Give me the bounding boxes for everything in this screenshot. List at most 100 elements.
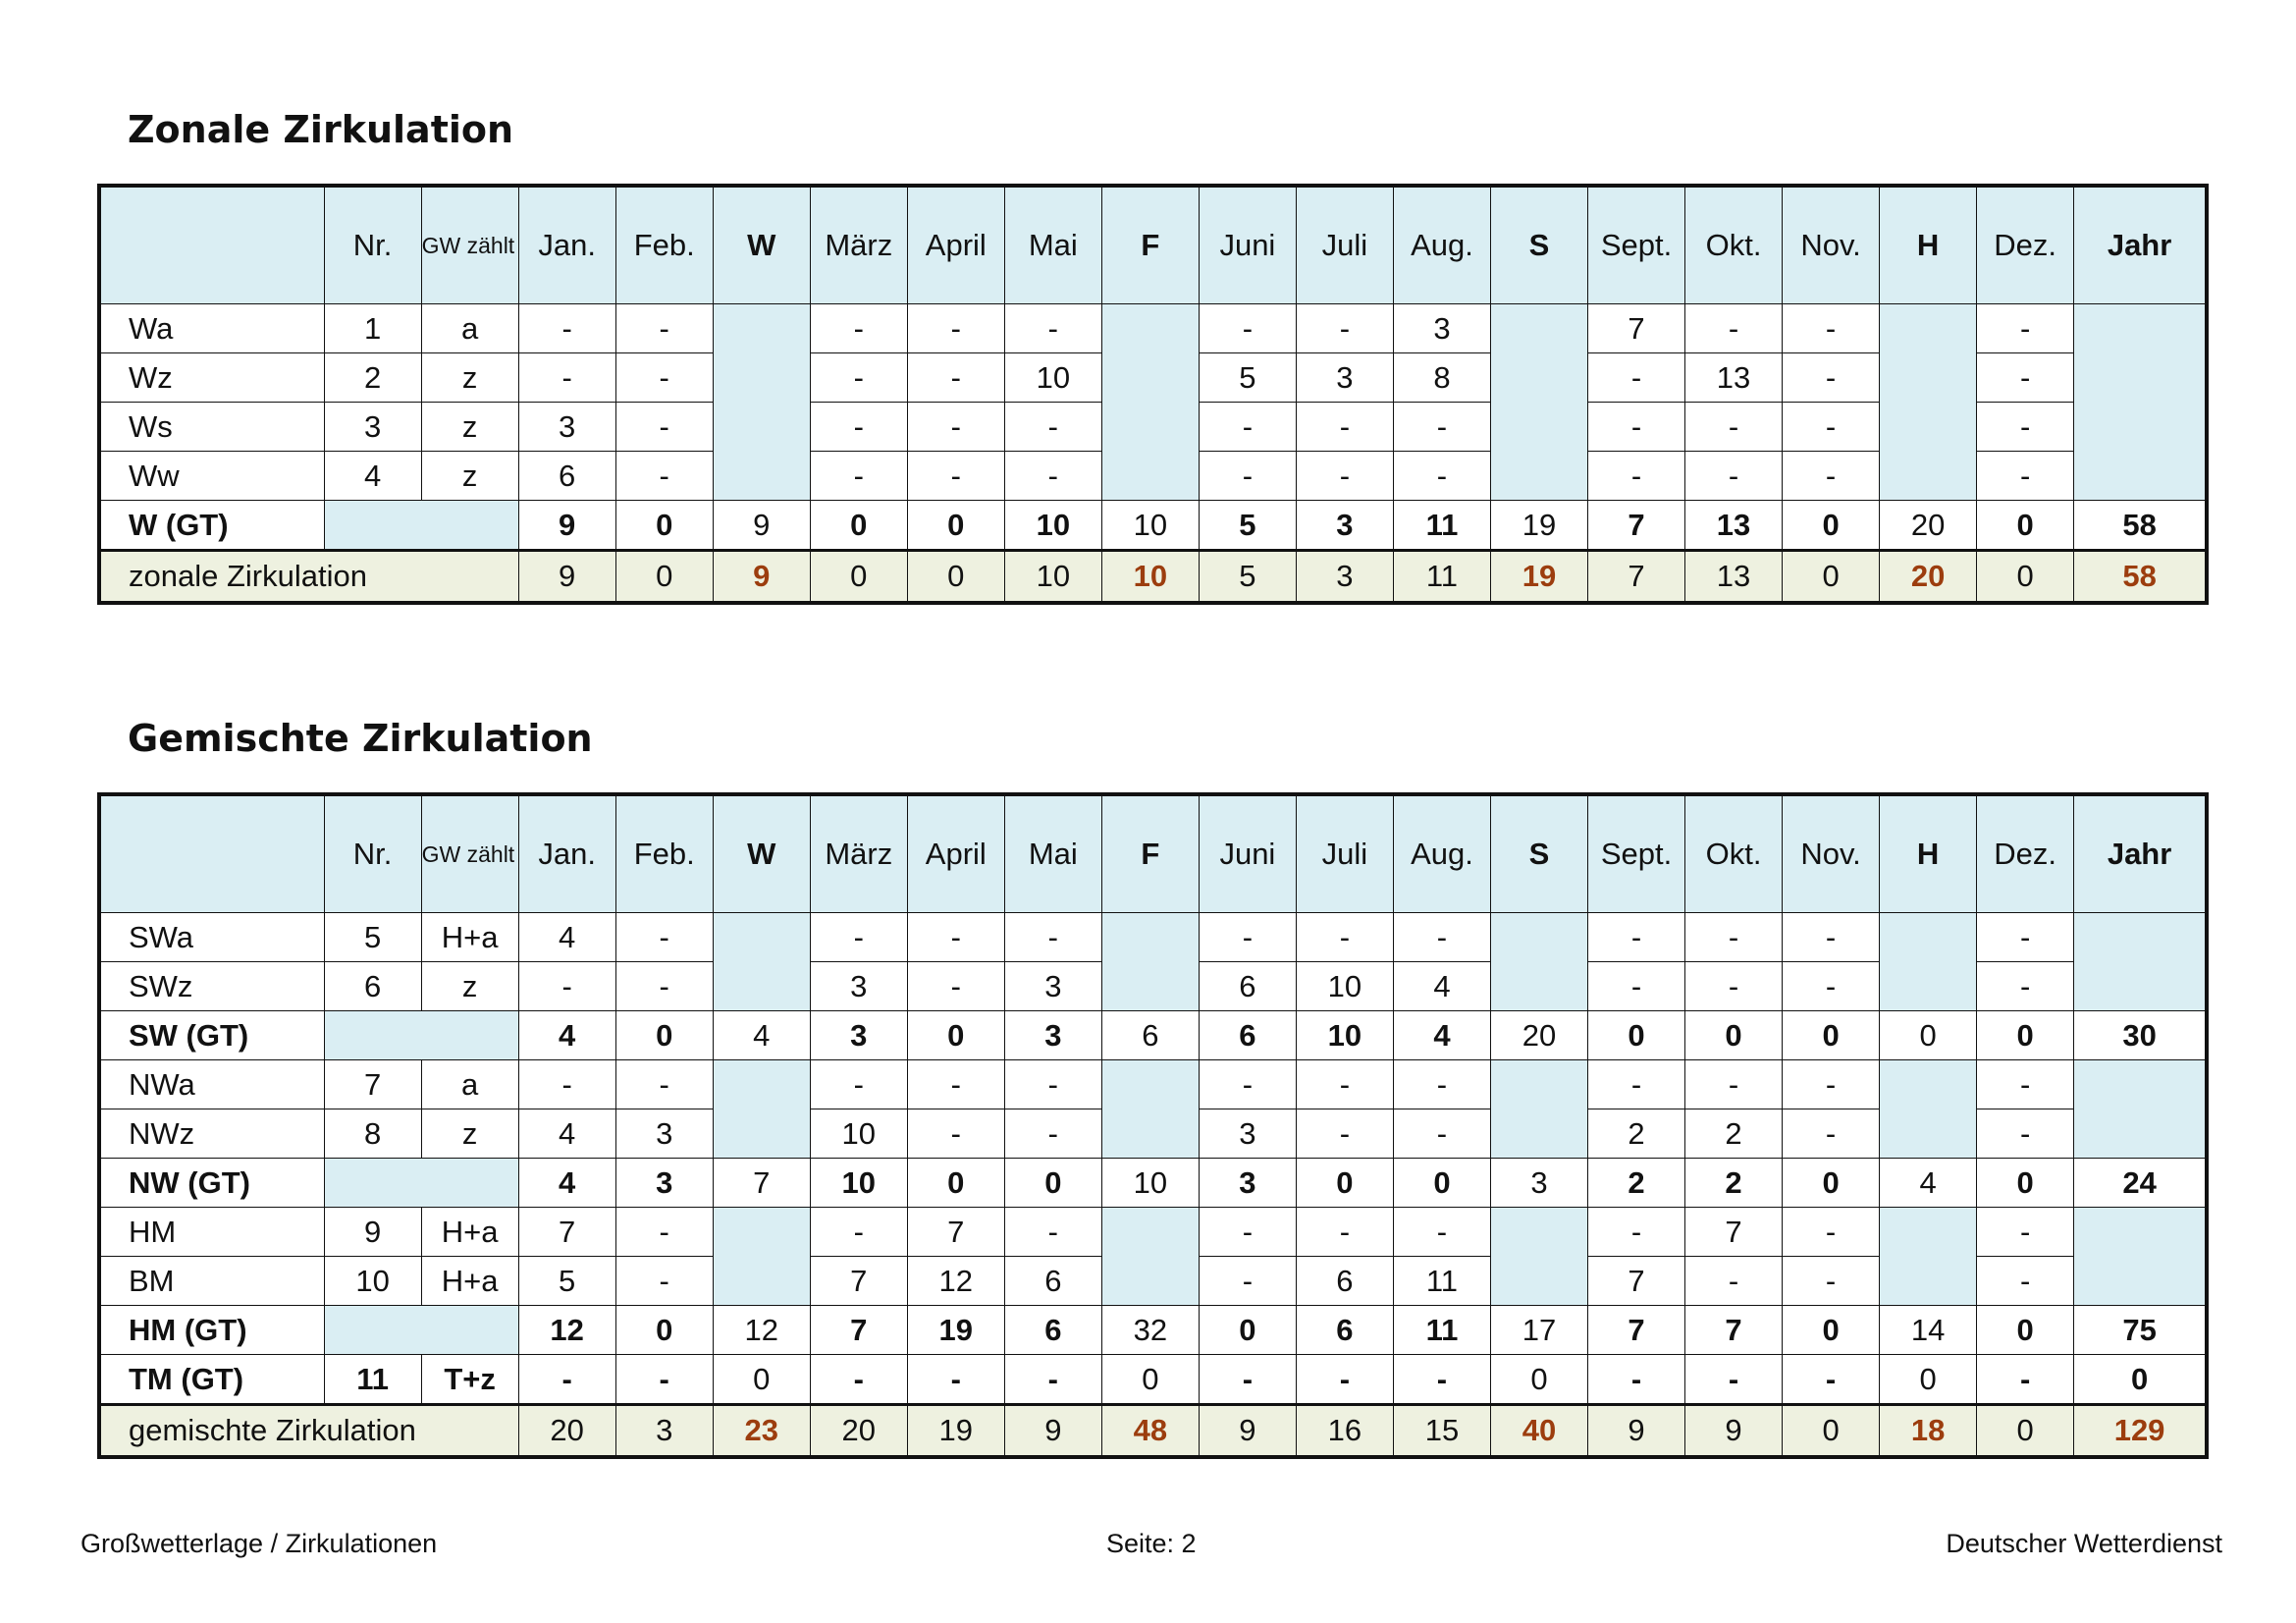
- month-value-cell: -: [1976, 961, 2075, 1011]
- month-value-cell: 7: [809, 1256, 908, 1306]
- month-value-cell: -: [614, 1354, 714, 1405]
- month-value-cell: -: [1295, 303, 1394, 353]
- month-value-cell: -: [1684, 303, 1784, 353]
- column-header: H: [1879, 793, 1978, 913]
- month-value-cell: -: [1003, 1059, 1102, 1109]
- column-header: Nr.: [323, 185, 422, 304]
- month-value-cell: -: [1586, 961, 1686, 1011]
- total-value-cell: 10: [1003, 550, 1102, 604]
- month-value-cell: 4: [712, 1010, 811, 1060]
- month-value-cell: 0: [1976, 1158, 2075, 1208]
- month-value-cell: 30: [2073, 1010, 2208, 1060]
- counts-as-value: z: [420, 402, 519, 452]
- month-value-cell: 2: [1684, 1109, 1784, 1159]
- blank-cell: [323, 500, 519, 551]
- weather-type-row: SWa 5 H+a 4- - - - - - - - - - -: [98, 912, 2208, 1011]
- counts-as-value: z: [420, 961, 519, 1011]
- month-value-cell: -: [1003, 1207, 1102, 1257]
- month-value-cell: 0: [906, 500, 1005, 551]
- month-value-cell: -: [1586, 352, 1686, 403]
- month-value-cell: -: [1976, 352, 2075, 403]
- column-header: Juni: [1198, 185, 1297, 304]
- month-value-cell: -: [1392, 1109, 1491, 1159]
- month-value-cell: -: [906, 352, 1005, 403]
- total-label: gemischte Zirkulation: [98, 1404, 519, 1458]
- total-value-cell: 0: [809, 550, 908, 604]
- month-value-cell: -: [1392, 912, 1491, 962]
- total-value-cell: 0: [906, 550, 1005, 604]
- column-header: April: [906, 185, 1005, 304]
- month-value-cell: -: [809, 1059, 908, 1109]
- column-header: S: [1489, 185, 1589, 304]
- month-value-cell: 7: [1586, 1305, 1686, 1355]
- month-value-cell: -: [1003, 1354, 1102, 1405]
- month-value-cell: 3: [1003, 961, 1102, 1011]
- month-value-cell: 0: [614, 1305, 714, 1355]
- row-number: 11: [323, 1354, 422, 1405]
- month-value-cell: 11: [1392, 500, 1491, 551]
- month-value-cell: 58: [2073, 500, 2208, 551]
- month-value-cell: -: [1976, 1256, 2075, 1306]
- section-title-zonal: Zonale Zirkulation: [128, 108, 514, 151]
- row-number: 8: [323, 1109, 422, 1159]
- month-value-cell: 3: [614, 1109, 714, 1159]
- month-value-cell: -: [1295, 1207, 1394, 1257]
- month-value-cell: 7: [906, 1207, 1005, 1257]
- month-value-cell: -: [906, 1059, 1005, 1109]
- group-total-row: NW (GT) 4 3 7 10 0 0 10 3 0 0 3 2 2 0 4 0 24: [98, 1158, 2208, 1208]
- total-value-cell: 11: [1392, 550, 1491, 604]
- weather-type-row: NWa 7 a - - - - - - - - - - - -: [98, 1059, 2208, 1159]
- row-label: HM (GT): [98, 1305, 325, 1355]
- season-blank-cell: [1100, 303, 1200, 501]
- month-value-cell: 0: [1782, 1305, 1881, 1355]
- column-header: F: [1100, 185, 1200, 304]
- month-value-cell: 19: [906, 1305, 1005, 1355]
- month-value-cell: -: [1586, 1207, 1686, 1257]
- month-value-cell: 10: [809, 1158, 908, 1208]
- month-value-cell: 6: [1003, 1256, 1102, 1306]
- row-label: W (GT): [98, 500, 325, 551]
- month-value-cell: -: [906, 303, 1005, 353]
- row-number: 4: [323, 451, 422, 501]
- month-value-cell: 2: [1586, 1158, 1686, 1208]
- month-value-cell: 3: [1392, 303, 1491, 353]
- month-value-cell: -: [1198, 1354, 1297, 1405]
- month-value-cell: -: [1586, 912, 1686, 962]
- row-label: Wa: [98, 303, 325, 353]
- column-header: W: [712, 793, 811, 913]
- total-value-cell: 5: [1198, 550, 1297, 604]
- month-value-cell: 7: [712, 1158, 811, 1208]
- month-value-cell: 3: [1003, 1010, 1102, 1060]
- row-number: 7: [323, 1059, 422, 1109]
- month-value-cell: 3: [1489, 1158, 1589, 1208]
- row-label: SWa: [98, 912, 325, 962]
- counts-as-value: H+a: [420, 1256, 519, 1306]
- month-value-cell: 2: [1586, 1109, 1686, 1159]
- month-value-cell: 20: [1489, 1010, 1589, 1060]
- month-value-cell: 3: [1198, 1158, 1297, 1208]
- month-value-cell: -: [1586, 1059, 1686, 1109]
- row-label: SWz: [98, 961, 325, 1011]
- month-value-cell: 11: [1392, 1305, 1491, 1355]
- column-header: Mai: [1003, 185, 1102, 304]
- month-value-cell: -: [1392, 1059, 1491, 1109]
- month-value-cell: 3: [1198, 1109, 1297, 1159]
- footer-page-number: Seite: 2: [1106, 1529, 1197, 1558]
- group-total-row: SW (GT) 4 0 4 3 0 3 6 6 10 4 20 0 0 0 0 0 30: [98, 1010, 2208, 1060]
- month-value-cell: -: [1392, 402, 1491, 452]
- total-value-cell: 10: [1100, 550, 1200, 604]
- month-value-cell: -: [1295, 402, 1394, 452]
- month-value-cell: 10: [1295, 1010, 1394, 1060]
- row-label: Ws: [98, 402, 325, 452]
- month-value-cell: 32: [1100, 1305, 1200, 1355]
- column-header: GW zählt als: [420, 185, 519, 304]
- total-value-cell: 0: [1976, 1404, 2075, 1458]
- total-value-cell: 40: [1489, 1404, 1589, 1458]
- column-header: Mai: [1003, 793, 1102, 913]
- column-header: Okt.: [1684, 185, 1784, 304]
- column-header: Sept.: [1586, 793, 1686, 913]
- row-number: 3: [323, 402, 422, 452]
- month-value-cell: 12: [906, 1256, 1005, 1306]
- month-value-cell: 0: [1976, 1305, 2075, 1355]
- zonal-circulation-table: Nr.GW zählt alsJan.Feb.WMärzAprilMaiFJun…: [97, 184, 2209, 605]
